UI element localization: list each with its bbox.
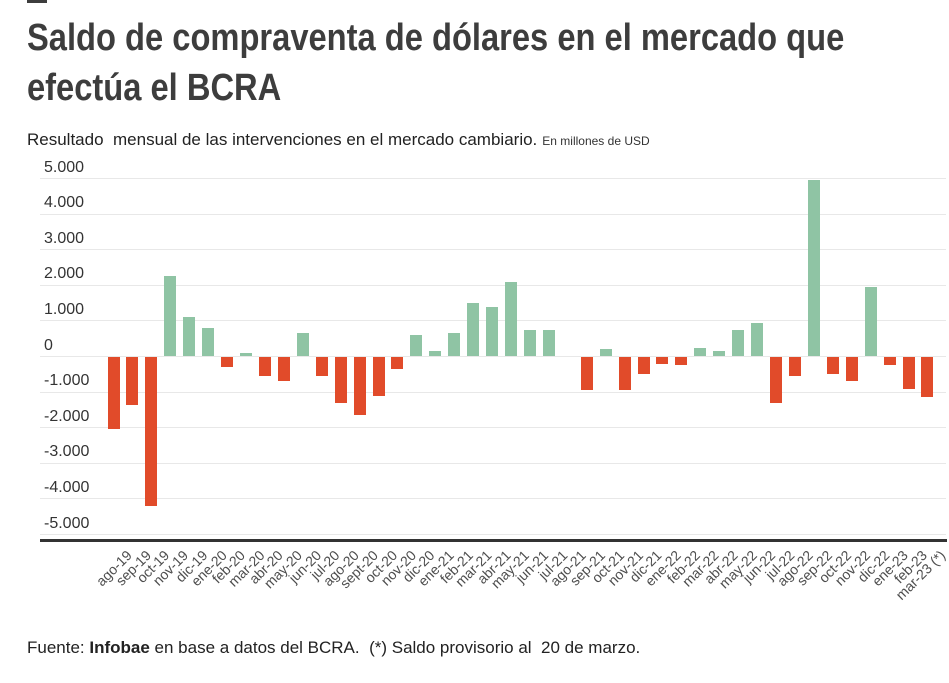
- bar-nov-20: [391, 356, 404, 369]
- y-gridline: [40, 213, 946, 215]
- y-axis-tick-label: -5.000: [44, 514, 90, 532]
- bar-sep-22: [807, 180, 820, 357]
- y-gridline: [40, 534, 946, 535]
- bar-ene-20: [202, 328, 215, 357]
- y-axis-tick-label: -1.000: [44, 372, 90, 390]
- bar-ago-22: [788, 356, 801, 377]
- chart-subtitle: Resultado mensual de las intervenciones …: [27, 130, 650, 150]
- y-gridline: [40, 178, 946, 179]
- chart-subtitle-text: Resultado mensual de las intervenciones …: [27, 130, 538, 149]
- y-axis-tick-label: -2.000: [44, 407, 90, 425]
- bar-mar-22: [694, 347, 707, 357]
- bar-abr-22: [713, 351, 726, 357]
- bar-dic-20: [410, 335, 423, 357]
- bar-dic-21: [637, 356, 650, 375]
- source-note: Fuente: Infobae en base a datos del BCRA…: [27, 638, 640, 658]
- y-gridline: [40, 356, 946, 357]
- top-accent-dash: [27, 0, 47, 3]
- bar-oct-22: [826, 356, 839, 375]
- bar-dic-19: [183, 317, 196, 357]
- bar-jun-21: [523, 329, 536, 357]
- bar-oct-21: [599, 349, 612, 357]
- bar-oct-20: [372, 356, 385, 396]
- bar-mar-21: [467, 303, 480, 357]
- bar-may-21: [505, 281, 518, 357]
- bar-ene-22: [656, 356, 669, 364]
- bar-nov-21: [618, 356, 631, 391]
- y-gridline: [40, 498, 946, 500]
- y-gridline: [40, 391, 946, 393]
- y-gridline: [40, 462, 946, 464]
- bar-sep-21: [580, 356, 593, 391]
- page-title-line-1: Saldo de compraventa de dólares en el me…: [27, 17, 845, 59]
- bar-sept-20: [353, 356, 366, 416]
- bar-oct-19: [145, 356, 158, 507]
- bar-ago-19: [107, 356, 120, 430]
- bar-ene-21: [429, 351, 442, 357]
- bar-jul-20: [315, 356, 328, 377]
- y-gridline: [40, 249, 946, 251]
- y-axis-tick-label: 2.000: [44, 265, 85, 283]
- bar-jun-20: [296, 333, 309, 357]
- y-axis-tick-label: 1.000: [44, 300, 85, 318]
- bar-abr-20: [258, 356, 271, 377]
- y-axis-tick-label: 3.000: [44, 229, 85, 247]
- bar-ago-20: [334, 356, 347, 403]
- y-axis-tick-label: 0: [44, 336, 53, 354]
- bar-may-22: [732, 329, 745, 357]
- bar-may-20: [277, 356, 290, 382]
- y-axis-tick-label: -3.000: [44, 443, 90, 461]
- bar-jul-21: [542, 329, 555, 357]
- source-rest: en base a datos del BCRA. (*) Saldo prov…: [149, 638, 641, 657]
- y-gridline: [40, 284, 946, 286]
- bar-mar-23: [921, 356, 934, 398]
- bar-feb-22: [675, 356, 688, 366]
- page-title-line-2: efectúa el BCRA: [27, 67, 282, 109]
- bar-jun-22: [751, 322, 764, 357]
- bar-feb-23: [902, 356, 915, 389]
- bar-feb-20: [221, 356, 234, 368]
- bar-sep-19: [126, 356, 139, 405]
- bar-abr-21: [486, 306, 499, 357]
- bar-nov-19: [164, 276, 177, 357]
- bar-mar-20: [240, 352, 252, 357]
- y-axis-tick-label: -4.000: [44, 478, 90, 496]
- source-name: Infobae: [89, 638, 150, 657]
- bar-dic-22: [864, 287, 877, 357]
- chart-unit-note: En millones de USD: [542, 134, 650, 148]
- bar-nov-22: [845, 356, 858, 382]
- y-axis-tick-label: 4.000: [44, 194, 85, 212]
- source-label: Fuente:: [27, 638, 90, 657]
- bar-jul-22: [770, 356, 783, 403]
- y-gridline: [40, 427, 946, 429]
- bar-ene-23: [883, 356, 896, 366]
- bar-feb-21: [448, 333, 461, 357]
- x-axis-baseline: [40, 539, 947, 542]
- y-axis-tick-label: 5.000: [44, 158, 85, 176]
